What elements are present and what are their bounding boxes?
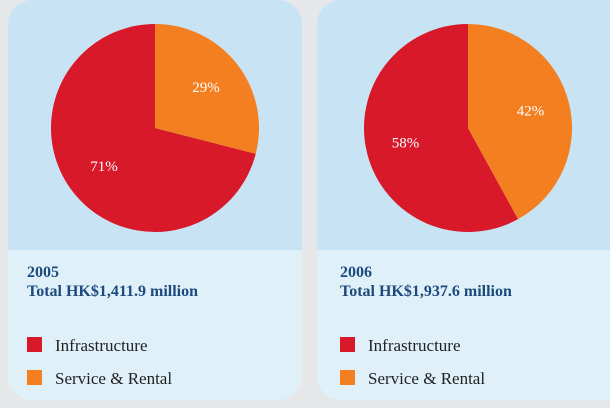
legend-label: Infrastructure (55, 336, 148, 355)
legend-swatch (27, 337, 42, 352)
chart-subtitle: Total HK$1,937.6 million (340, 283, 512, 300)
chart-title: 2005 (27, 264, 59, 281)
legend-swatch (27, 370, 42, 385)
data-label: 58% (392, 135, 420, 151)
pie-slice (364, 24, 519, 232)
pie-slice (468, 24, 572, 220)
panel-bottom (317, 250, 610, 400)
legend-swatch (340, 370, 355, 385)
data-label: 29% (192, 80, 220, 96)
data-label: 71% (90, 159, 118, 175)
pie-slice (155, 24, 259, 154)
legend-label: Service & Rental (368, 369, 485, 388)
legend-label: Infrastructure (368, 336, 461, 355)
legend-swatch (340, 337, 355, 352)
legend-label: Service & Rental (55, 369, 172, 388)
panel-bottom (8, 250, 302, 400)
chart-subtitle: Total HK$1,411.9 million (27, 283, 198, 300)
chart-title: 2006 (340, 264, 372, 281)
pie-slice (51, 24, 256, 233)
data-label: 42% (517, 103, 545, 119)
